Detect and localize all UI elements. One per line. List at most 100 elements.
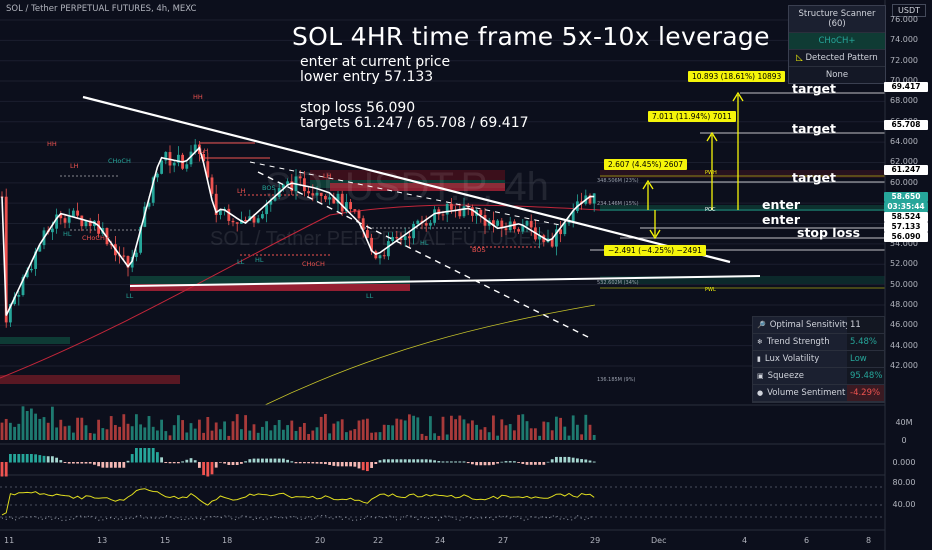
price-axis-label: 42.000	[890, 361, 918, 370]
momentum-bar	[479, 462, 483, 466]
momentum-bar	[437, 461, 441, 463]
candle	[387, 241, 390, 257]
momentum-bar	[101, 462, 105, 468]
momentum-bar	[248, 459, 252, 463]
time-axis-label: 27	[498, 536, 509, 545]
oscillator-pane	[0, 486, 885, 522]
bos-label: BOS	[262, 184, 276, 192]
volume-bar	[588, 424, 592, 440]
candle	[500, 220, 504, 229]
volume-bar	[433, 433, 436, 440]
momentum-bar	[214, 462, 218, 468]
volume-bar	[114, 425, 117, 440]
candle	[361, 218, 365, 231]
momentum-bar	[198, 462, 201, 468]
momentum-bar	[319, 462, 323, 464]
candle	[135, 252, 138, 258]
volume-bar	[571, 415, 575, 440]
volume-bar	[231, 421, 235, 440]
volume-bar	[319, 416, 323, 440]
volume-bar	[441, 416, 445, 440]
candle	[164, 152, 168, 161]
candle	[332, 197, 336, 204]
snowflake-icon: ❄	[757, 338, 763, 346]
momentum-bar	[378, 460, 382, 463]
momentum-bar	[4, 462, 8, 477]
momentum-bar	[542, 462, 546, 465]
currency-button[interactable]: USDT	[892, 4, 926, 17]
grid	[0, 19, 885, 367]
momentum-bar	[30, 454, 33, 463]
price-tag: 69.417	[884, 81, 928, 92]
ema-line	[0, 204, 601, 379]
structure-scanner-panel: Structure Scanner (60) CHoCH+ ◺ Detected…	[788, 5, 886, 84]
volume-bar	[130, 426, 134, 440]
momentum-bar	[559, 456, 562, 463]
candle	[172, 162, 176, 166]
momentum-bar	[59, 460, 63, 463]
price-tag: 56.090	[884, 231, 928, 242]
poc-label: POC	[705, 207, 716, 213]
volume-bar	[408, 414, 411, 440]
zone-label-2: 234.146M (15%)	[597, 201, 639, 207]
momentum-bar	[13, 454, 16, 463]
volume-bar	[382, 424, 386, 440]
candle	[219, 210, 222, 215]
supply-zone-3	[330, 183, 505, 191]
candle	[382, 255, 386, 257]
price-tag: 58.524	[884, 211, 928, 222]
low-zone-green	[0, 337, 70, 344]
candle	[80, 215, 84, 227]
ll-label: LL	[366, 292, 374, 300]
metric-label: ❄ Trend Strength	[753, 334, 847, 350]
candle	[403, 236, 407, 240]
volume-bar	[122, 414, 126, 440]
momentum-bar	[46, 456, 50, 463]
metric-row: ▮ Lux Volatility Low	[753, 351, 884, 368]
measure-box-target-1: 2.607 (4.45%) 2607	[604, 159, 688, 170]
volume-bar	[429, 416, 432, 440]
lh-label: LH	[237, 187, 246, 195]
candle	[349, 202, 352, 210]
support-line	[129, 275, 761, 287]
measure-arrows	[642, 91, 744, 240]
candle	[84, 220, 88, 227]
momentum-bar	[584, 459, 588, 463]
momentum-bar	[67, 462, 71, 464]
momentum-bar	[592, 461, 596, 463]
scanner-pattern-value: None	[825, 70, 849, 80]
volume-bar	[504, 425, 508, 440]
lh-label: LH	[200, 147, 209, 155]
momentum-bar	[25, 454, 29, 463]
volume-bar	[160, 419, 163, 440]
candle	[357, 210, 361, 219]
momentum-bar	[282, 458, 285, 463]
metric-value: -4.29%	[847, 385, 884, 401]
momentum-histogram	[0, 448, 596, 477]
note-entry: enter at current price	[300, 54, 451, 70]
momentum-bar	[546, 461, 550, 463]
momentum-bar	[525, 462, 529, 465]
metrics-table: 🔎 Optimal Sensitivity 11 ❄ Trend Strength 5.4…	[752, 316, 885, 403]
momentum-bar	[324, 462, 327, 465]
measure-box-target-2: 7.011 (11.94%) 7011	[648, 111, 736, 122]
price-tag: 57.133	[884, 221, 928, 232]
volume-bar	[387, 424, 390, 440]
momentum-bar	[151, 448, 155, 463]
momentum-bar	[109, 462, 113, 468]
time-axis-label: 6	[804, 536, 810, 545]
candle	[424, 223, 428, 226]
metric-value: 11	[850, 320, 861, 330]
candle	[67, 216, 71, 223]
choch-label: CHoCH	[302, 260, 325, 268]
momentum-bar	[567, 456, 571, 463]
time-axis-label: 11	[4, 536, 15, 545]
note-lower-entry: lower entry 57.133	[300, 69, 434, 85]
candle	[202, 153, 205, 162]
volume-bar	[244, 415, 247, 440]
volume-bar	[311, 430, 315, 440]
momentum-bar	[353, 462, 357, 467]
candle	[269, 200, 273, 205]
low-zone-red	[0, 375, 180, 384]
